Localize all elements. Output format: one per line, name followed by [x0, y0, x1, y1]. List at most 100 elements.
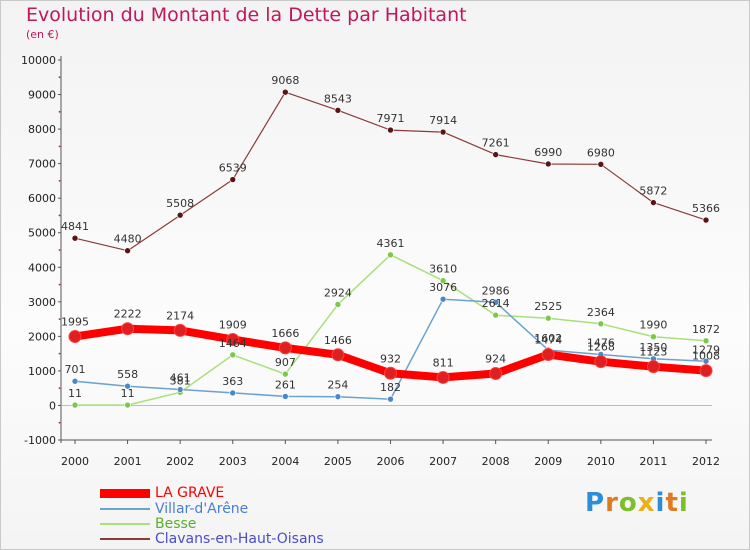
data-point-la-grave: [384, 366, 397, 380]
data-point-clavans-en-haut-oisans: [71, 234, 79, 242]
data-labels-layer: 4841 4480 5508 6539 9068 8543 7971 7914 7261 6990…: [61, 74, 720, 400]
data-label-la-grave: 2222: [114, 308, 142, 321]
data-label-la-grave: 1268: [587, 341, 615, 354]
y-tick-label: 0: [49, 399, 56, 412]
data-point-la-grave: [278, 341, 292, 355]
data-point-villar-d-arene: [71, 377, 79, 385]
data-point-la-grave: [331, 348, 345, 362]
y-tick-label: 9000: [28, 89, 56, 102]
legend-swatch-clavans: [100, 538, 150, 540]
data-point-besse: [544, 314, 552, 322]
legend-swatch-la-grave: [100, 488, 150, 498]
y-minor-tick: [58, 421, 61, 424]
data-label-clavans-en-haut-oisans: 8543: [324, 92, 352, 105]
data-label-besse: 3610: [429, 263, 457, 276]
data-label-clavans-en-haut-oisans: 9068: [271, 74, 299, 87]
data-point-la-grave: [699, 364, 713, 378]
data-point-besse: [334, 301, 342, 308]
x-tick-label: 2002: [166, 455, 194, 468]
data-label-besse: 4361: [377, 237, 405, 250]
data-label-villar-d-arene: 1350: [639, 341, 667, 354]
x-tick-label: 2011: [639, 455, 667, 468]
data-point-besse: [492, 311, 499, 319]
data-label-villar-d-arene: 1476: [587, 336, 615, 349]
logo-letter: r: [605, 488, 619, 518]
legend-label-la-grave: LA GRAVE: [155, 485, 225, 501]
data-label-villar-d-arene: 461: [170, 372, 191, 385]
y-tick-label: 10000: [21, 54, 56, 67]
legend-label-villar-darene: Villar-d'Arêne: [155, 501, 249, 517]
data-label-la-grave: 811: [433, 356, 454, 369]
data-point-villar-d-arene: [334, 393, 342, 400]
legend-item-besse: Besse: [100, 516, 196, 532]
data-label-villar-d-arene: 1279: [692, 343, 720, 356]
data-label-besse: 2364: [587, 306, 615, 319]
data-point-clavans-en-haut-oisans: [334, 107, 342, 114]
data-label-besse: 1872: [692, 323, 720, 336]
y-minor-tick: [58, 352, 61, 355]
data-point-clavans-en-haut-oisans: [597, 161, 605, 168]
data-label-la-grave: 1909: [219, 319, 247, 332]
data-label-besse: 2924: [324, 286, 352, 299]
data-label-la-grave: 924: [485, 353, 506, 366]
data-label-la-grave: 1466: [324, 334, 352, 347]
y-minor-tick: [58, 110, 61, 113]
proxiti-logo: Proxiti: [585, 488, 689, 518]
chart-unit: (en €): [26, 28, 59, 41]
legend-item-clavans: Clavans-en-Haut-Oisans: [100, 531, 324, 547]
data-label-la-grave: 932: [380, 352, 401, 365]
data-label-clavans-en-haut-oisans: 5508: [166, 197, 194, 210]
data-point-besse: [229, 351, 237, 359]
y-tick-label: -1000: [24, 434, 56, 447]
x-tick-label: 2006: [377, 455, 405, 468]
data-label-villar-d-arene: 2986: [482, 284, 510, 297]
x-tick-label: 2001: [114, 455, 142, 468]
y-minor-tick: [58, 283, 61, 286]
data-label-besse: 11: [68, 387, 82, 400]
data-label-besse: 381: [170, 374, 191, 387]
data-point-la-grave: [436, 370, 450, 384]
data-label-la-grave: 1008: [692, 350, 720, 363]
x-tick-label: 2008: [482, 455, 510, 468]
legend-item-villar-darene: Villar-d'Arêne: [100, 501, 248, 517]
data-point-besse: [597, 320, 605, 328]
data-point-clavans-en-haut-oisans: [387, 126, 394, 134]
chart-title: Evolution du Montant de la Dette par Hab…: [26, 4, 467, 26]
data-point-villar-d-arene: [229, 389, 237, 397]
y-tick-label: 4000: [28, 261, 56, 274]
y-tick-label: 8000: [28, 123, 56, 136]
data-point-villar-d-arene: [492, 299, 499, 306]
data-point-la-grave: [489, 367, 503, 381]
data-point-clavans-en-haut-oisans: [544, 160, 552, 168]
data-point-la-grave: [226, 333, 240, 347]
y-tick-label: 1000: [28, 365, 56, 378]
data-label-villar-d-arene: 3076: [429, 281, 457, 294]
data-point-besse: [439, 277, 447, 285]
data-label-besse: 1464: [219, 337, 247, 350]
data-label-villar-d-arene: 701: [65, 363, 86, 376]
data-label-clavans-en-haut-oisans: 6990: [534, 146, 562, 159]
data-point-clavans-en-haut-oisans: [492, 151, 499, 158]
data-point-la-grave: [541, 348, 555, 362]
chart-axes: -1000 0 1000 2000 3000 4000 5000 6000 7000 8000 90…: [21, 54, 720, 468]
y-tick-label: 5000: [28, 227, 56, 240]
data-label-clavans-en-haut-oisans: 7914: [429, 114, 457, 127]
legend-label-besse: Besse: [155, 516, 197, 532]
x-tick-label: 2010: [587, 455, 615, 468]
y-minor-tick: [58, 387, 61, 390]
x-tick-label: 2012: [692, 455, 720, 468]
data-point-clavans-en-haut-oisans: [176, 211, 184, 219]
y-tick-label: 7000: [28, 158, 56, 171]
data-point-clavans-en-haut-oisans: [650, 199, 657, 206]
data-point-la-grave: [121, 322, 135, 336]
data-label-la-grave: 1474: [534, 334, 562, 347]
data-point-clavans-en-haut-oisans: [124, 247, 131, 254]
data-label-clavans-en-haut-oisans: 4841: [61, 220, 89, 233]
y-minor-tick: [58, 318, 61, 320]
data-point-villar-d-arene: [387, 395, 394, 403]
data-point-villar-d-arene: [176, 386, 184, 393]
data-point-clavans-en-haut-oisans: [282, 88, 289, 96]
data-point-la-grave: [646, 360, 660, 374]
y-tick-label: 2000: [28, 330, 56, 343]
